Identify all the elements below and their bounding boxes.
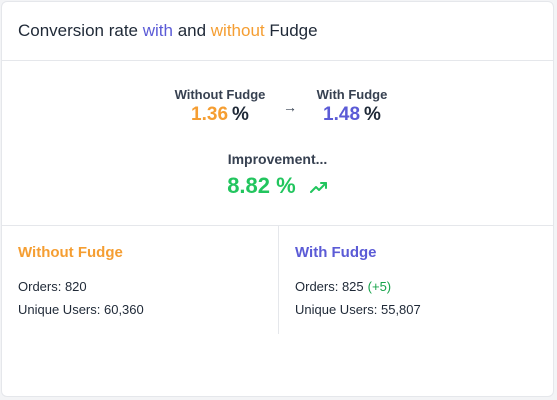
summary-section: Without Fudge 1.36% → With Fudge 1.48% I… bbox=[2, 61, 553, 226]
metric-without: Without Fudge 1.36% bbox=[170, 87, 270, 126]
details-section: Without Fudge Orders: 820 Unique Users: … bbox=[2, 226, 553, 334]
metric-with-unit: % bbox=[364, 104, 381, 125]
trending-up-icon bbox=[309, 182, 327, 194]
metric-with-label: With Fudge bbox=[316, 87, 388, 102]
details-with: With Fudge Orders: 825 (+5) Unique Users:… bbox=[279, 226, 553, 334]
details-with-title: With Fudge bbox=[295, 244, 377, 261]
improvement-label: Improvement... bbox=[227, 151, 328, 167]
metric-with: With Fudge 1.48% bbox=[302, 87, 402, 126]
title-and: and bbox=[172, 21, 211, 40]
metric-without-value-row: 1.36% bbox=[170, 104, 270, 126]
improvement-value: 8.82 % bbox=[227, 173, 296, 198]
metric-without-label: Without Fudge bbox=[174, 87, 266, 102]
details-without-orders: Orders: 820 bbox=[18, 279, 87, 294]
metric-with-value: 1.48 bbox=[323, 104, 361, 125]
details-without: Without Fudge Orders: 820 Unique Users: … bbox=[2, 226, 279, 334]
improvement-value-row: 8.82 % bbox=[2, 173, 553, 199]
details-with-orders-row: Orders: 825 (+5) bbox=[295, 275, 553, 298]
details-with-orders: Orders: 825 bbox=[295, 279, 364, 294]
title-without: without bbox=[210, 21, 265, 40]
details-without-users: Unique Users: 60,360 bbox=[18, 302, 144, 317]
details-without-title: Without Fudge bbox=[18, 244, 123, 261]
title-prefix: Conversion rate bbox=[18, 21, 143, 40]
title-suffix: Fudge bbox=[264, 21, 318, 40]
title-with: with bbox=[142, 21, 173, 40]
arrow-right-icon: → bbox=[283, 99, 297, 115]
improvement-block: Improvement... 8.82 % bbox=[2, 151, 553, 199]
details-with-orders-delta: (+5) bbox=[367, 279, 392, 294]
card-header: Conversion rate with and without Fudge bbox=[2, 2, 553, 61]
metric-without-unit: % bbox=[232, 104, 249, 125]
metric-with-value-row: 1.48% bbox=[302, 104, 402, 126]
details-with-users: Unique Users: 55,807 bbox=[295, 302, 421, 317]
metric-without-value: 1.36 bbox=[191, 104, 229, 125]
